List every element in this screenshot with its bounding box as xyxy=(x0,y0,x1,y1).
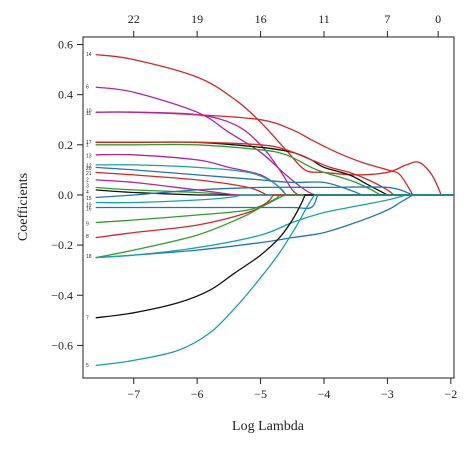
y-axis: −0.6 −0.4 −0.2 0.0 0.2 0.4 0.6 xyxy=(51,38,83,352)
coefficient-curve xyxy=(95,164,454,196)
curve-label: 10 xyxy=(86,108,92,114)
x-tick-label: −7 xyxy=(127,387,140,401)
top-tick-label: 16 xyxy=(255,12,267,26)
curve-label: 19 xyxy=(86,202,92,208)
coefficient-curve xyxy=(95,194,454,319)
y-tick-label: 0.4 xyxy=(58,88,73,102)
coefficient-curve xyxy=(95,194,454,224)
coefficient-curve xyxy=(95,111,454,196)
curve-label: 5 xyxy=(86,363,89,369)
x-tick-label: −4 xyxy=(318,387,331,401)
curve-label: 2 xyxy=(86,177,89,183)
x-tick-label: −2 xyxy=(444,387,457,401)
coefficient-curve xyxy=(95,171,454,196)
curve-label: 16 xyxy=(86,206,92,212)
curve-label: 20 xyxy=(86,166,92,172)
y-tick-label: 0.2 xyxy=(58,138,73,152)
coefficient-curve xyxy=(95,194,454,367)
curve-label: 6 xyxy=(86,85,89,91)
curve-label: 18 xyxy=(86,254,92,260)
top-tick-label: 7 xyxy=(384,12,390,26)
y-tick-label: −0.4 xyxy=(51,288,73,302)
coefficient-curve xyxy=(95,194,454,204)
curve-label: 4 xyxy=(86,190,89,196)
x-tick-label: −5 xyxy=(254,387,267,401)
coefficient-curve xyxy=(95,53,454,196)
coefficient-curve xyxy=(95,143,454,196)
y-tick-label: −0.6 xyxy=(51,338,73,352)
series-curves xyxy=(95,53,454,367)
curve-label: 15 xyxy=(86,196,92,202)
x-axis: −7 −6 −5 −4 −3 −2 xyxy=(127,378,457,401)
curve-label: 8 xyxy=(86,234,89,240)
curve-label: 21 xyxy=(86,171,92,177)
top-tick-label: 19 xyxy=(191,12,203,26)
coefficient-curve xyxy=(95,179,454,196)
top-axis: 22 19 16 11 7 0 xyxy=(128,12,441,37)
y-tick-label: 0.0 xyxy=(58,188,73,202)
curve-label: 14 xyxy=(86,52,92,58)
coefficient-curve xyxy=(95,186,454,199)
y-tick-label: −0.2 xyxy=(51,238,73,252)
coefficient-curve xyxy=(95,189,454,196)
curve-label: 3 xyxy=(86,184,89,190)
top-tick-label: 0 xyxy=(435,12,441,26)
coefficient-curve xyxy=(95,194,454,239)
coefficient-curve xyxy=(95,194,454,259)
coefficient-curve xyxy=(95,194,454,259)
y-tick-label: 0.6 xyxy=(58,38,73,52)
top-tick-label: 11 xyxy=(318,12,330,26)
curve-label: 12 xyxy=(86,164,92,170)
coefficient-curve xyxy=(95,86,454,196)
curve-label: 17 xyxy=(86,140,92,146)
coefficient-curve xyxy=(95,141,454,196)
coefficient-curve xyxy=(95,166,454,196)
y-axis-title: Coefficients xyxy=(16,173,31,241)
plot-frame xyxy=(82,36,455,379)
x-tick-label: −6 xyxy=(191,387,204,401)
curve-label: 11 xyxy=(86,111,91,117)
curve-label: 7 xyxy=(86,315,89,321)
x-tick-label: −3 xyxy=(381,387,394,401)
coefficient-curve xyxy=(95,194,454,259)
coefficient-curve xyxy=(95,111,454,196)
curve-label: 1 xyxy=(86,142,89,148)
curve-label: 13 xyxy=(86,154,92,160)
x-axis-title: Log Lambda xyxy=(232,419,305,434)
top-tick-label: 22 xyxy=(128,12,140,26)
curve-label: 9 xyxy=(86,221,89,227)
